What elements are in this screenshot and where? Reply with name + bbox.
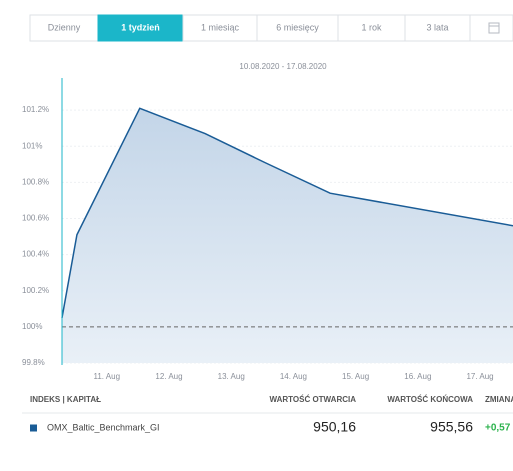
- y-tick-label: 100.8%: [22, 177, 49, 186]
- tab[interactable]: [404, 14, 471, 42]
- open-value: 950,16: [313, 419, 356, 435]
- date-range: 10.08.2020 - 17.08.2020: [239, 62, 327, 71]
- tab-label: 1 miesiąc: [201, 22, 240, 32]
- tab-label: 3 lata: [426, 22, 448, 32]
- tab[interactable]: [29, 14, 99, 42]
- tab[interactable]: [337, 14, 406, 42]
- area: [62, 108, 513, 363]
- y-tick-label: 99.8%: [22, 358, 45, 367]
- calendar-tab[interactable]: [469, 14, 513, 42]
- change-value: +0,57: [485, 423, 511, 434]
- x-tick-label: 13. Aug: [218, 372, 245, 381]
- y-tick-label: 100.2%: [22, 286, 49, 295]
- x-tick-label: 14. Aug: [280, 372, 307, 381]
- legend-swatch: [30, 424, 37, 432]
- column-header: WARTOŚĆ OTWARCIA: [269, 395, 356, 404]
- x-tick-label: 15. Aug: [342, 372, 369, 381]
- y-tick-label: 101.2%: [22, 105, 49, 114]
- column-header: ZMIANA %: [485, 395, 513, 404]
- column-header: WARTOŚĆ KOŃCOWA: [387, 395, 473, 404]
- y-tick-label: 100.6%: [22, 214, 49, 223]
- tab-bar: Dzienny 1 tydzień 1 miesiąc 6 miesięcy 1 rok…: [29, 14, 471, 42]
- tab[interactable]: [182, 14, 258, 42]
- y-tick-label: 100%: [22, 322, 42, 331]
- x-tick-label: 11. Aug: [94, 372, 121, 381]
- tab-label: 1 rok: [361, 22, 382, 32]
- close-value: 955,56: [430, 419, 473, 435]
- tab-label: 1 tydzień: [121, 22, 160, 32]
- plot: 99.8% 100% 100.2% 100.4% 100.6% 100.8% 101% 101…: [22, 78, 513, 381]
- index-name: OMX_Baltic_Benchmark_GI: [47, 422, 160, 432]
- y-tick-label: 100.4%: [22, 250, 49, 259]
- line: [61, 107, 513, 318]
- x-tick-label: 17. Aug: [466, 372, 493, 381]
- tab-label: Dzienny: [48, 22, 81, 32]
- summary-table: INDEKS | KAPITAŁ WARTOŚĆ OTWARCIA WARTOŚĆ …: [22, 395, 513, 435]
- tab-label: 6 miesięcy: [276, 22, 319, 32]
- x-tick-label: 12. Aug: [155, 372, 182, 381]
- y-tick-label: 101%: [22, 141, 42, 150]
- x-tick-label: 16. Aug: [404, 372, 431, 381]
- calendar-icon: [488, 22, 500, 34]
- tab[interactable]: [97, 14, 184, 42]
- column-header: INDEKS | KAPITAŁ: [30, 395, 101, 404]
